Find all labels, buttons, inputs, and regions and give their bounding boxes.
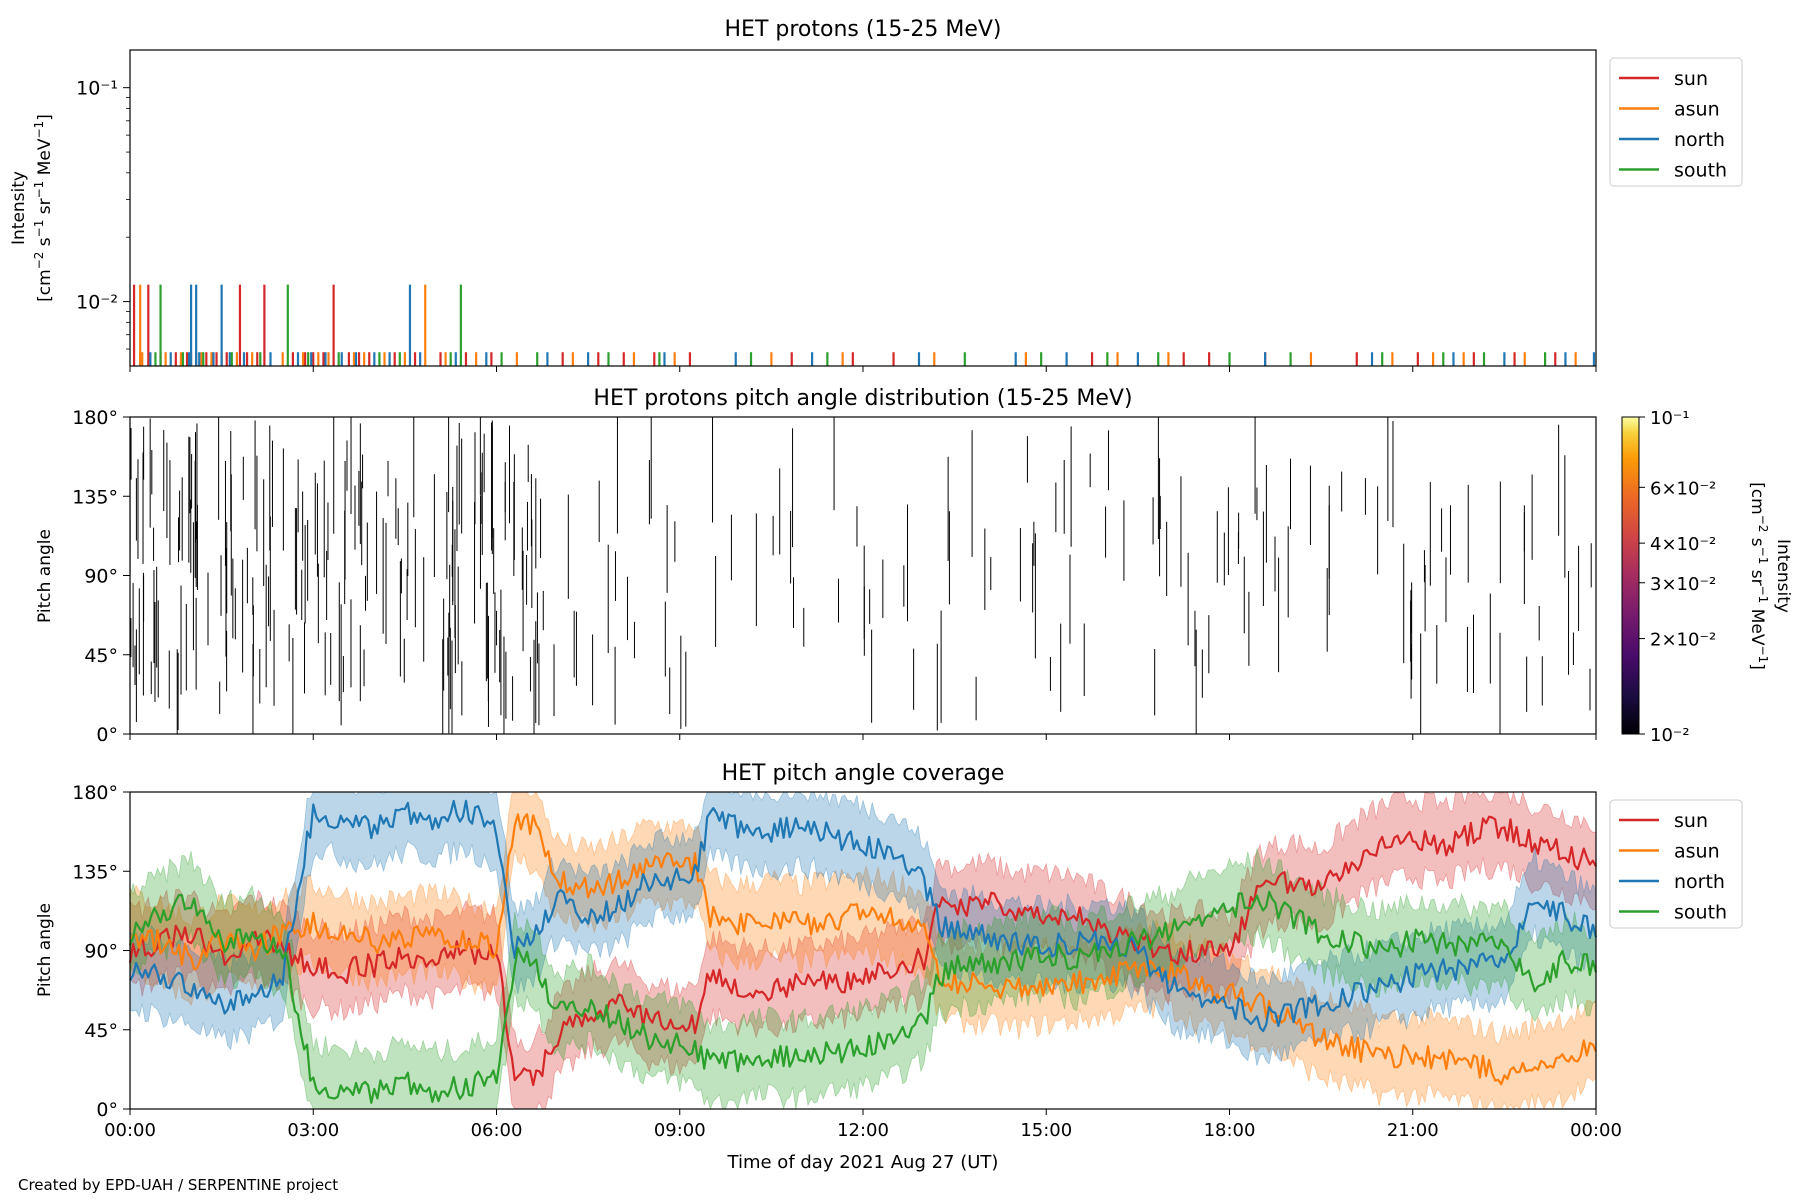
colorbar-tick-label: 3×10⁻² bbox=[1650, 574, 1716, 595]
colorbar-label-line2: [cm−2 s−1 sr−1 MeV−1] bbox=[1747, 482, 1770, 670]
y-tick-label: 90° bbox=[84, 941, 118, 963]
panel1-legend: sun asun north south bbox=[1609, 57, 1743, 187]
x-tick-label: 03:00 bbox=[287, 1120, 339, 1141]
y-tick-label: 180° bbox=[72, 407, 118, 429]
colorbar-label-line1: Intensity bbox=[1773, 539, 1793, 613]
legend-label: sun bbox=[1674, 68, 1708, 90]
colorbar-ticks: 10⁻² 2×10⁻² 3×10⁻² 4×10⁻² 6×10⁻² 10⁻¹ bbox=[1639, 408, 1716, 746]
x-tick-label: 12:00 bbox=[837, 1120, 889, 1141]
colorbar-tick-label: 10⁻² bbox=[1650, 725, 1690, 746]
legend-label: asun bbox=[1674, 99, 1720, 121]
legend-box bbox=[1609, 57, 1743, 187]
legend-label: south bbox=[1674, 160, 1727, 182]
panel3-y-ticks: 0° 45° 90° 135° 180° bbox=[72, 782, 130, 1121]
distribution-marks bbox=[129, 417, 1592, 734]
coverage-line bbox=[128, 813, 1598, 1086]
coverage-line bbox=[129, 799, 1598, 1033]
legend-label: asun bbox=[1674, 841, 1720, 863]
legend-box bbox=[1609, 799, 1743, 929]
panel3-legend: sun asun north south bbox=[1609, 799, 1743, 929]
y-tick-label: 180° bbox=[72, 782, 118, 804]
pitch-angle-coverage-panel: HET pitch angle coverage 0° 45° 90° 135° 180… bbox=[35, 761, 1743, 1173]
panel1-ylabel-line2: [cm−2 s−1 sr−1 MeV−1] bbox=[32, 114, 55, 302]
y-tick-label: 45° bbox=[84, 1020, 118, 1042]
x-tick-label: 00:00 bbox=[1570, 1120, 1622, 1141]
panel2-y-ticks: 0° 45° 90° 135° 180° bbox=[72, 407, 130, 746]
colorbar-tick-label: 4×10⁻² bbox=[1650, 534, 1716, 555]
panel2-frame bbox=[129, 416, 1597, 735]
y-tick-label: 0° bbox=[96, 724, 118, 746]
x-tick-label: 21:00 bbox=[1387, 1120, 1439, 1141]
panel1-ylabel-line1: Intensity bbox=[9, 171, 29, 245]
y-tick-label: 0° bbox=[96, 1099, 118, 1121]
x-tick-label: 09:00 bbox=[654, 1120, 706, 1141]
panel3-xlabel: Time of day 2021 Aug 27 (UT) bbox=[727, 1152, 999, 1173]
legend-label: north bbox=[1674, 871, 1725, 893]
y-tick-label: 135° bbox=[72, 486, 118, 508]
y-tick-label: 90° bbox=[84, 566, 118, 588]
colorbar bbox=[1621, 416, 1640, 735]
panel1-frame bbox=[129, 49, 1597, 367]
pitch-angle-distribution-panel: HET protons pitch angle distribution (15… bbox=[35, 386, 1793, 746]
y-tick-label: 45° bbox=[84, 645, 118, 667]
y-tick-label: 135° bbox=[72, 861, 118, 883]
legend-label: sun bbox=[1674, 810, 1708, 832]
credit-text: Created by EPD-UAH / SERPENTINE project bbox=[18, 1176, 339, 1194]
panel2-title: HET protons pitch angle distribution (15… bbox=[593, 386, 1132, 411]
colorbar-tick-label: 2×10⁻² bbox=[1650, 630, 1716, 651]
y-tick-label: 10⁻² bbox=[76, 292, 118, 314]
panel3-ylabel: Pitch angle bbox=[35, 903, 55, 997]
x-tick-label: 18:00 bbox=[1204, 1120, 1256, 1141]
y-tick-label: 10⁻¹ bbox=[76, 78, 118, 100]
x-tick-label: 15:00 bbox=[1020, 1120, 1072, 1141]
panel3-x-ticks: 00:00 03:00 06:00 09:00 12:00 15:00 18:00 21:00… bbox=[104, 1109, 1622, 1141]
x-tick-label: 06:00 bbox=[471, 1120, 523, 1141]
legend-label: south bbox=[1674, 902, 1727, 924]
panel3-title: HET pitch angle coverage bbox=[722, 761, 1005, 786]
panel2-x-ticks bbox=[129, 734, 1597, 740]
panel1-title: HET protons (15-25 MeV) bbox=[725, 17, 1002, 42]
legend-label: north bbox=[1674, 129, 1725, 151]
intensity-panel: HET protons (15-25 MeV) 10⁻² 10⁻¹ Intensi… bbox=[9, 17, 1743, 372]
colorbar-tick-label: 10⁻¹ bbox=[1650, 408, 1690, 429]
coverage-lines bbox=[128, 790, 1598, 1111]
x-tick-label: 00:00 bbox=[104, 1120, 156, 1141]
intensity-spikes bbox=[132, 284, 1596, 366]
panel1-x-ticks bbox=[129, 366, 1597, 372]
panel1-y-ticks: 10⁻² 10⁻¹ bbox=[76, 78, 130, 350]
coverage-line bbox=[128, 815, 1597, 1087]
panel2-ylabel: Pitch angle bbox=[35, 529, 55, 623]
coverage-line bbox=[128, 890, 1598, 1104]
colorbar-tick-label: 6×10⁻² bbox=[1650, 478, 1716, 499]
